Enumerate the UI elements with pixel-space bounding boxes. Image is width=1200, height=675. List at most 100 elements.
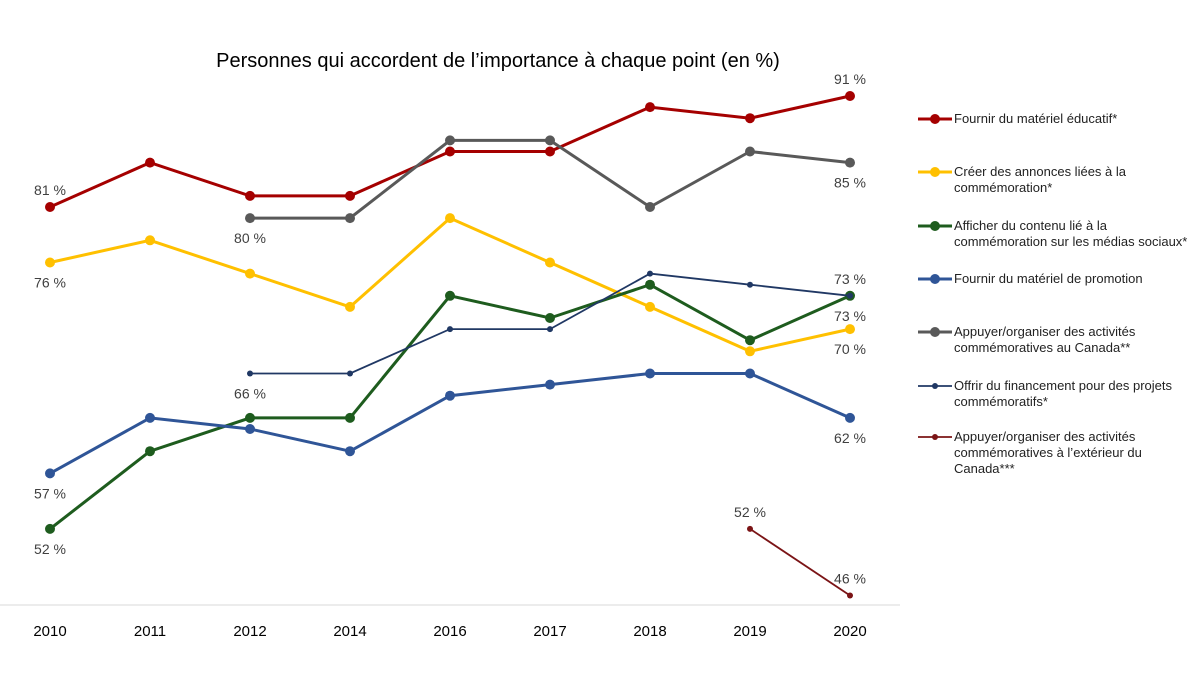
x-tick-label: 2012 <box>233 623 266 640</box>
legend-label: Fournir du matériel de promotion <box>954 271 1143 286</box>
data-point <box>445 135 455 146</box>
series-line <box>747 525 853 599</box>
data-point <box>645 279 655 290</box>
data-point <box>845 91 855 101</box>
series-path <box>250 272 851 375</box>
chart-title: Personnes qui accordent de l’importance … <box>216 50 780 72</box>
legend-label: Offrir du financement pour des projets c… <box>954 378 1172 409</box>
data-point <box>545 135 555 146</box>
data-point <box>447 326 453 333</box>
legend-swatch <box>918 111 954 127</box>
data-point <box>145 446 155 457</box>
legend-item: Fournir du matériel éducatif* <box>918 111 1193 127</box>
data-label: 73 % <box>834 308 866 324</box>
data-point <box>345 412 355 423</box>
series-line <box>45 91 855 212</box>
data-label: 85 % <box>834 175 866 191</box>
data-label: 81 % <box>34 182 66 198</box>
legend-item: Appuyer/organiser des activités commémor… <box>918 429 1193 477</box>
data-point <box>347 370 353 377</box>
x-tick-label: 2020 <box>833 623 866 640</box>
x-tick-label: 2017 <box>533 623 566 640</box>
data-point <box>145 412 155 423</box>
data-label: 57 % <box>34 485 66 501</box>
data-label: 62 % <box>834 430 866 446</box>
data-point <box>747 525 753 532</box>
data-point <box>45 468 55 479</box>
data-point <box>445 146 455 157</box>
data-label: 66 % <box>234 386 266 402</box>
series-line <box>45 213 855 357</box>
data-point <box>345 213 355 224</box>
data-point <box>747 281 753 288</box>
data-point <box>545 379 555 390</box>
legend-item: Appuyer/organiser des activités commémor… <box>918 324 1193 356</box>
data-point <box>647 270 653 277</box>
series-line <box>245 135 855 224</box>
data-point <box>745 146 755 157</box>
data-point <box>645 202 655 212</box>
x-tick-label: 2019 <box>733 623 766 640</box>
series-line <box>45 279 855 534</box>
series-path <box>49 372 851 475</box>
data-point <box>845 324 855 335</box>
data-point <box>645 102 655 113</box>
data-point <box>845 157 855 168</box>
legend-swatch <box>918 324 954 340</box>
data-point <box>745 113 755 124</box>
x-tick-label: 2011 <box>134 623 166 640</box>
legend-item: Offrir du financement pour des projets c… <box>918 378 1193 410</box>
x-tick-label: 2010 <box>33 623 66 640</box>
data-point <box>645 368 655 379</box>
legend-swatch <box>918 429 954 445</box>
data-label: 73 % <box>834 271 866 287</box>
data-point <box>45 202 55 212</box>
data-label: 70 % <box>834 341 866 357</box>
series-line <box>247 270 853 377</box>
data-label: 52 % <box>734 504 766 520</box>
legend-item: Afficher du contenu lié à la commémorati… <box>918 218 1193 250</box>
data-point <box>745 335 755 346</box>
data-point <box>245 424 255 434</box>
data-point <box>845 412 855 423</box>
data-point <box>45 523 55 534</box>
data-point <box>745 346 755 357</box>
data-label: 52 % <box>34 541 66 557</box>
x-tick-label: 2018 <box>633 623 666 640</box>
data-point <box>245 213 255 224</box>
data-point <box>847 292 853 299</box>
data-label: 46 % <box>834 571 866 587</box>
data-point <box>745 368 755 379</box>
data-point <box>445 290 455 301</box>
data-point <box>847 592 853 599</box>
data-point <box>545 146 555 157</box>
series-path <box>749 528 851 597</box>
data-point <box>345 301 355 312</box>
data-point <box>445 390 455 401</box>
x-tick-label: 2016 <box>433 623 466 640</box>
legend-swatch <box>918 164 954 180</box>
data-point <box>545 313 555 323</box>
legend-item: Fournir du matériel de promotion <box>918 271 1193 287</box>
data-point <box>445 213 455 224</box>
data-point <box>245 190 255 201</box>
legend-label: Créer des annonces liées à la commémorat… <box>954 164 1126 195</box>
data-point <box>145 235 155 246</box>
legend-label: Afficher du contenu lié à la commémorati… <box>954 218 1188 249</box>
legend-label: Fournir du matériel éducatif* <box>954 111 1118 126</box>
data-label: 91 % <box>834 71 866 87</box>
legend-swatch <box>918 218 954 234</box>
data-point <box>645 301 655 312</box>
legend-label: Appuyer/organiser des activités commémor… <box>954 429 1142 476</box>
data-point <box>545 257 555 268</box>
data-point <box>345 190 355 201</box>
data-point <box>245 412 255 423</box>
data-point <box>345 446 355 457</box>
data-point <box>247 370 253 377</box>
data-point <box>245 268 255 279</box>
data-point <box>45 257 55 268</box>
data-point <box>547 326 553 333</box>
legend-label: Appuyer/organiser des activités commémor… <box>954 324 1136 355</box>
